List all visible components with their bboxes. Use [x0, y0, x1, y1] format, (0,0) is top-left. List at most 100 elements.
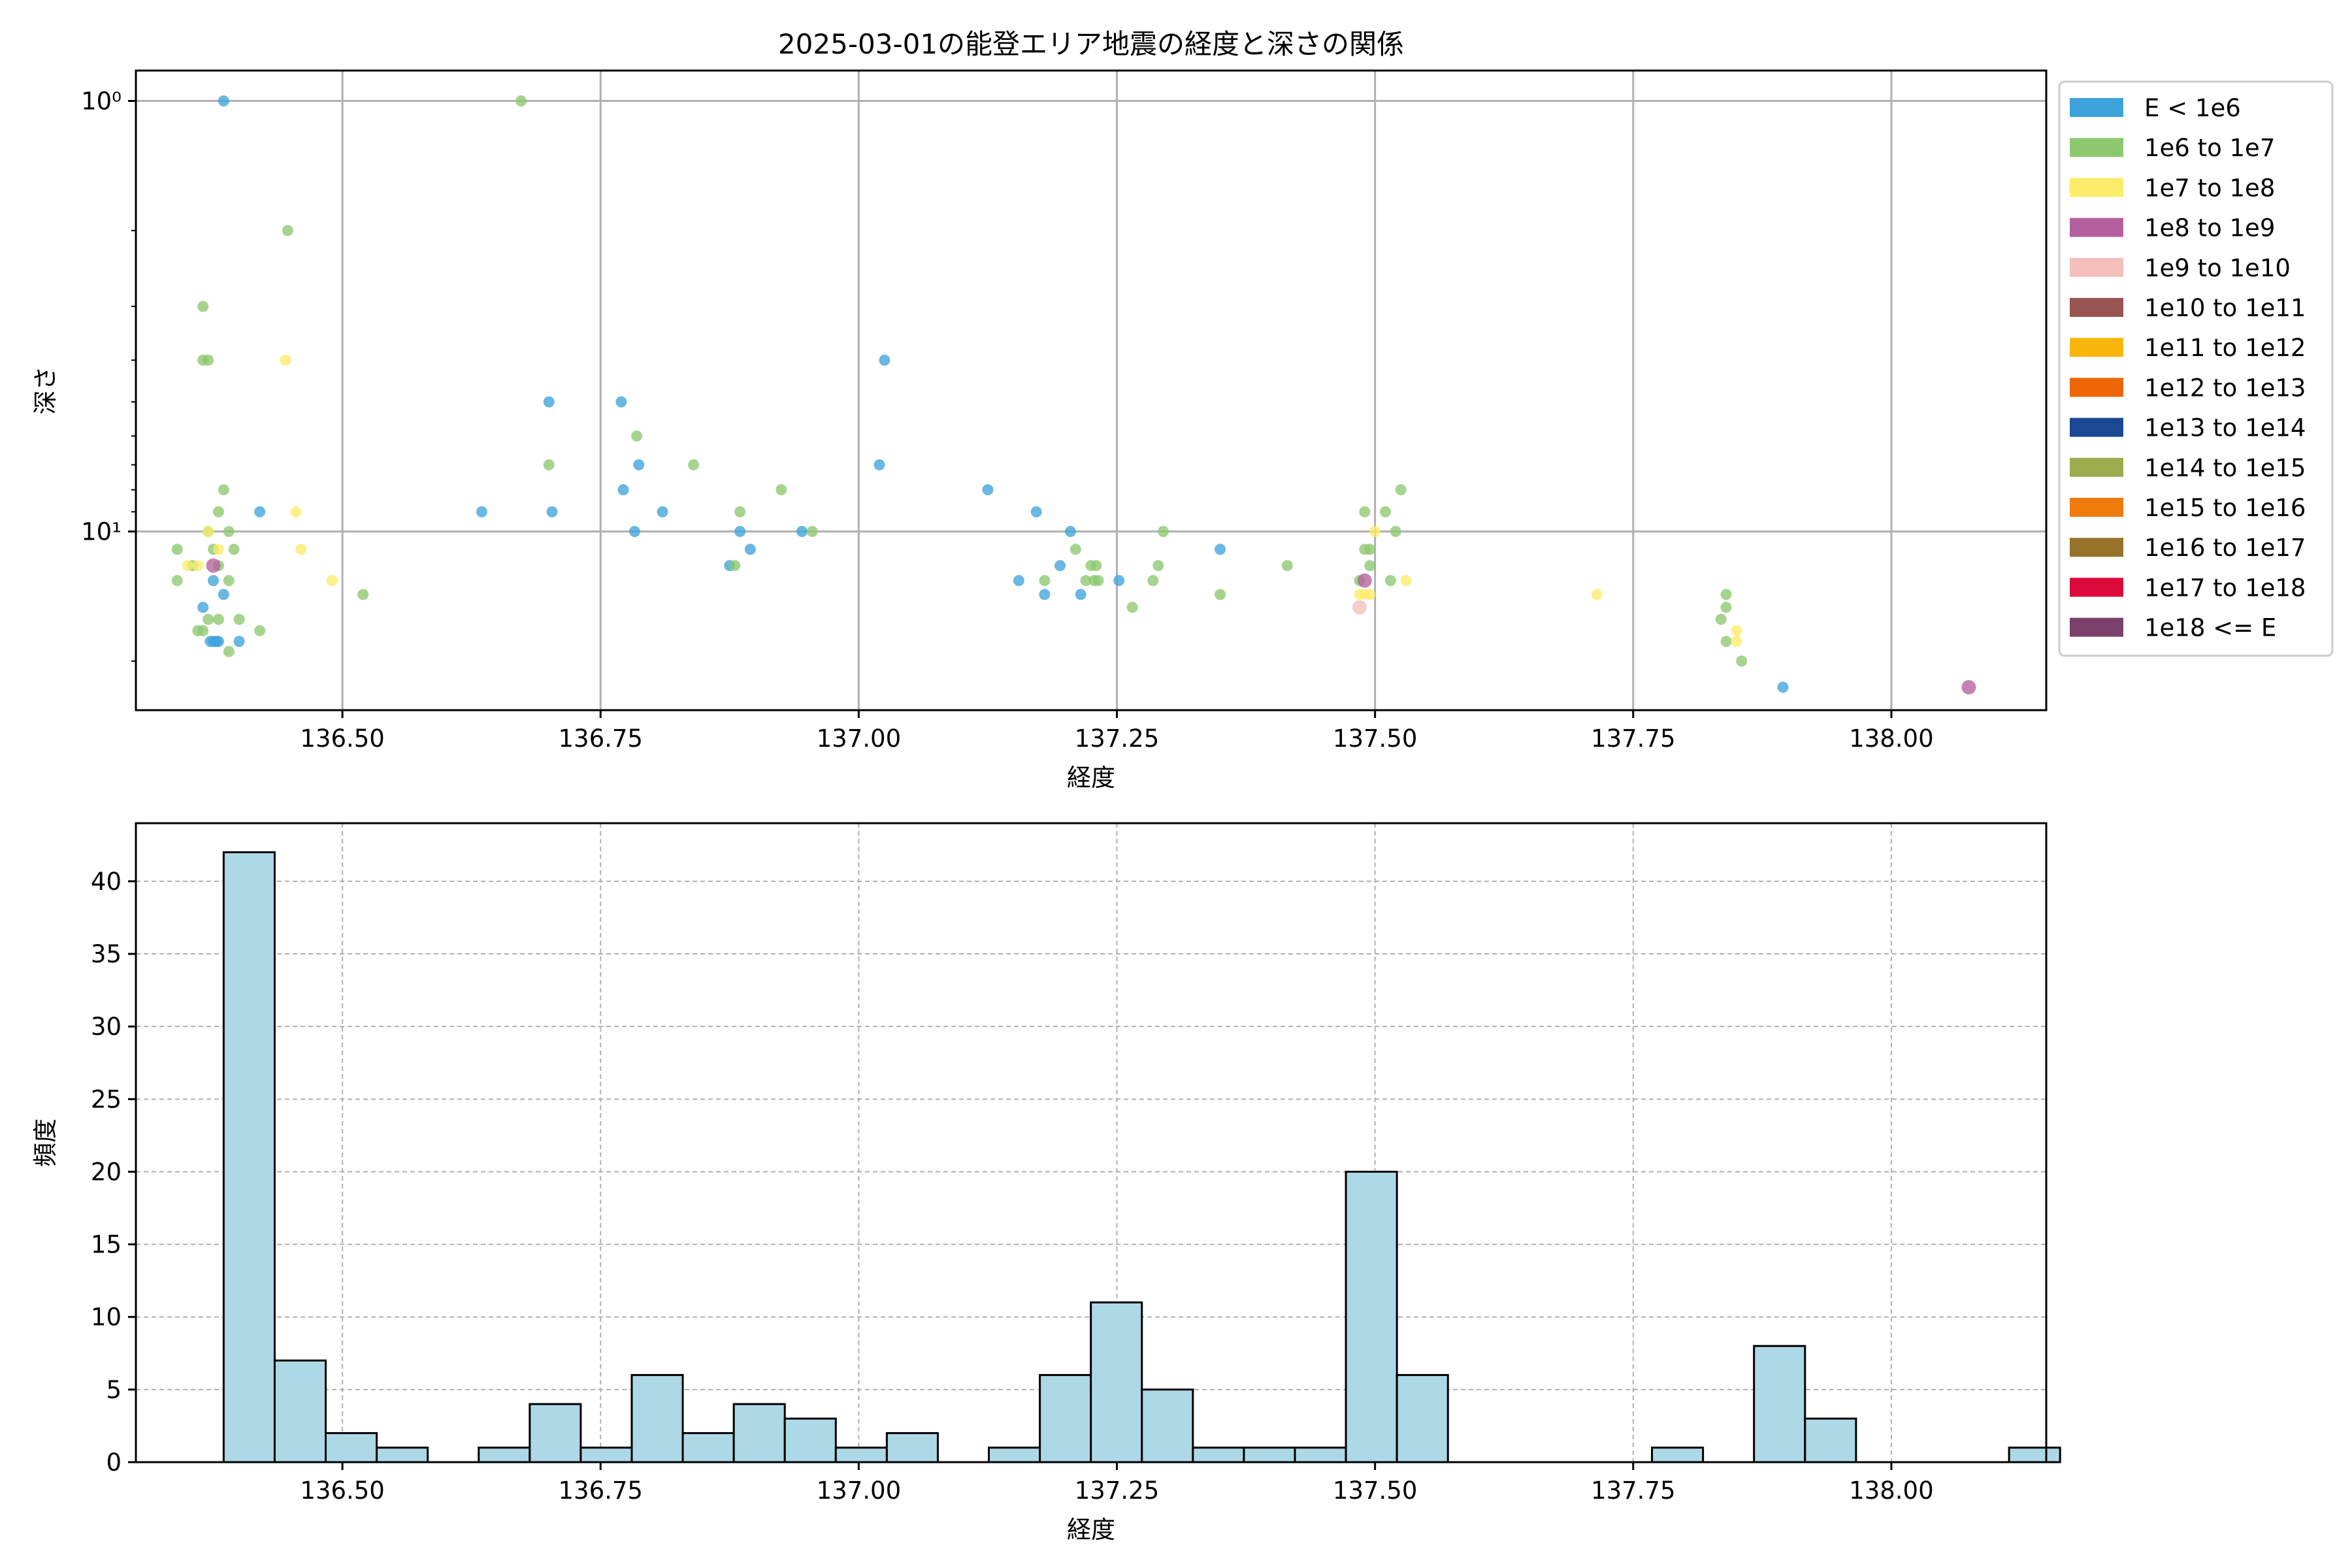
- scatter-point: [1720, 602, 1732, 613]
- histogram-bar: [1753, 1345, 1806, 1463]
- scatter-point: [1113, 575, 1125, 587]
- scatter-point: [254, 506, 266, 517]
- scatter-point: [1126, 602, 1138, 613]
- scatter-x-tick-label: 137.75: [1591, 725, 1675, 753]
- histogram-bar: [1804, 1417, 1857, 1463]
- scatter-point: [233, 636, 245, 647]
- histogram-bar: [681, 1432, 735, 1463]
- scatter-point: [212, 544, 224, 555]
- scatter-x-tick-label: 136.75: [559, 725, 643, 753]
- histogram-axes: 136.50 136.75 137.00 137.25 137.50 137.75 138.…: [31, 822, 2061, 1544]
- legend-swatch: [2070, 457, 2123, 477]
- scatter-point: [776, 484, 787, 496]
- legend-label: 1e16 to 1e17: [2144, 534, 2306, 562]
- scatter-point: [1400, 575, 1412, 587]
- histogram-y-tick-label: 10: [91, 1303, 122, 1331]
- histogram-bar: [325, 1432, 378, 1463]
- histogram-x-tick-label: 136.50: [300, 1477, 384, 1505]
- scatter-point: [1357, 573, 1372, 588]
- histogram-bar: [1039, 1374, 1092, 1463]
- legend-swatch: [2070, 617, 2123, 637]
- scatter-point: [357, 589, 369, 600]
- histogram-y-tick-label: 15: [91, 1231, 122, 1259]
- legend-item: 1e13 to 1e14: [2070, 414, 2306, 442]
- scatter-point: [1591, 589, 1603, 600]
- histogram-bar: [1243, 1446, 1296, 1463]
- scatter-point: [1039, 575, 1051, 587]
- scatter-point: [1090, 560, 1102, 572]
- scatter-point: [233, 613, 245, 625]
- histogram-bar: [2008, 1446, 2061, 1463]
- scatter-x-tick-label: 137.00: [817, 725, 901, 753]
- legend-item: 1e12 to 1e13: [2070, 374, 2306, 402]
- scatter-x-tick-label: 137.25: [1075, 725, 1159, 753]
- legend-item: E < 1e6: [2070, 94, 2241, 122]
- histogram-y-tick-label: 0: [106, 1448, 122, 1477]
- histogram-y-tick-label: 30: [91, 1013, 122, 1041]
- histogram-bar: [1141, 1388, 1194, 1463]
- legend-label: 1e17 to 1e18: [2144, 574, 2306, 602]
- histogram-bar: [885, 1432, 939, 1463]
- scatter-point: [476, 506, 487, 517]
- legend-swatch: [2070, 378, 2123, 397]
- histogram-bar: [529, 1403, 582, 1463]
- scatter-x-tick-label: 136.50: [300, 725, 384, 753]
- scatter-point: [171, 544, 183, 555]
- scatter-point: [546, 506, 558, 517]
- scatter-point: [615, 396, 627, 408]
- scatter-point: [282, 225, 293, 237]
- scatter-point: [617, 484, 629, 496]
- histogram-bars: [222, 851, 2061, 1463]
- legend-label: 1e14 to 1e15: [2144, 454, 2306, 482]
- scatter-point: [1777, 681, 1789, 693]
- legend-label: 1e13 to 1e14: [2144, 414, 2306, 442]
- histogram-x-tick-label: 137.50: [1333, 1477, 1417, 1505]
- scatter-x-tick-label: 137.50: [1333, 725, 1417, 753]
- histogram-bar: [1651, 1446, 1705, 1463]
- scatter-y-tick-label: 10¹: [81, 518, 122, 546]
- scatter-point: [290, 506, 302, 517]
- scatter-point: [633, 459, 645, 470]
- legend-item: 1e15 to 1e16: [2070, 494, 2306, 522]
- histogram-bar: [1345, 1170, 1398, 1463]
- scatter-point: [218, 589, 229, 600]
- scatter-point: [1152, 560, 1164, 572]
- legend-label: 1e8 to 1e9: [2144, 214, 2275, 242]
- scatter-point: [1215, 589, 1226, 600]
- scatter-frame: [135, 69, 2048, 711]
- scatter-point: [203, 613, 214, 625]
- legend-swatch: [2070, 138, 2123, 157]
- scatter-point: [687, 459, 699, 470]
- scatter-point: [1092, 575, 1104, 587]
- legend-label: E < 1e6: [2144, 94, 2241, 122]
- scatter-point: [1364, 544, 1376, 555]
- legend-swatch: [2070, 218, 2123, 237]
- legend-label: 1e12 to 1e13: [2144, 374, 2306, 402]
- scatter-point: [1720, 589, 1732, 600]
- scatter-point: [326, 575, 338, 587]
- histogram-x-tick-label: 138.00: [1849, 1477, 1933, 1505]
- scatter-point: [218, 484, 229, 496]
- scatter-point: [631, 430, 643, 442]
- scatter-x-label: 経度: [1067, 764, 1115, 792]
- histogram-x-tick-label: 137.75: [1591, 1477, 1675, 1505]
- scatter-series: [1352, 600, 1367, 615]
- histogram-frame: [135, 822, 2048, 1463]
- scatter-point: [223, 526, 235, 538]
- scatter-point: [203, 354, 214, 366]
- legend-swatch: [2070, 417, 2123, 437]
- legend-swatch: [2070, 578, 2123, 597]
- histogram-x-label: 経度: [1067, 1516, 1115, 1544]
- histogram-bar: [630, 1374, 684, 1463]
- legend-item: 1e18 <= E: [2070, 614, 2276, 642]
- scatter-point: [874, 459, 885, 470]
- legend-item: 1e7 to 1e8: [2070, 174, 2275, 202]
- scatter-point: [1359, 506, 1371, 517]
- scatter-point: [223, 575, 235, 587]
- scatter-point: [223, 645, 235, 657]
- scatter-point: [796, 526, 808, 538]
- histogram-y-tick-label: 20: [91, 1158, 122, 1186]
- histogram-y-tick-label: 5: [106, 1376, 122, 1404]
- scatter-point: [197, 301, 209, 312]
- scatter-axes: 136.50 136.75 137.00 137.25 137.50 137.75 138.…: [31, 69, 2048, 792]
